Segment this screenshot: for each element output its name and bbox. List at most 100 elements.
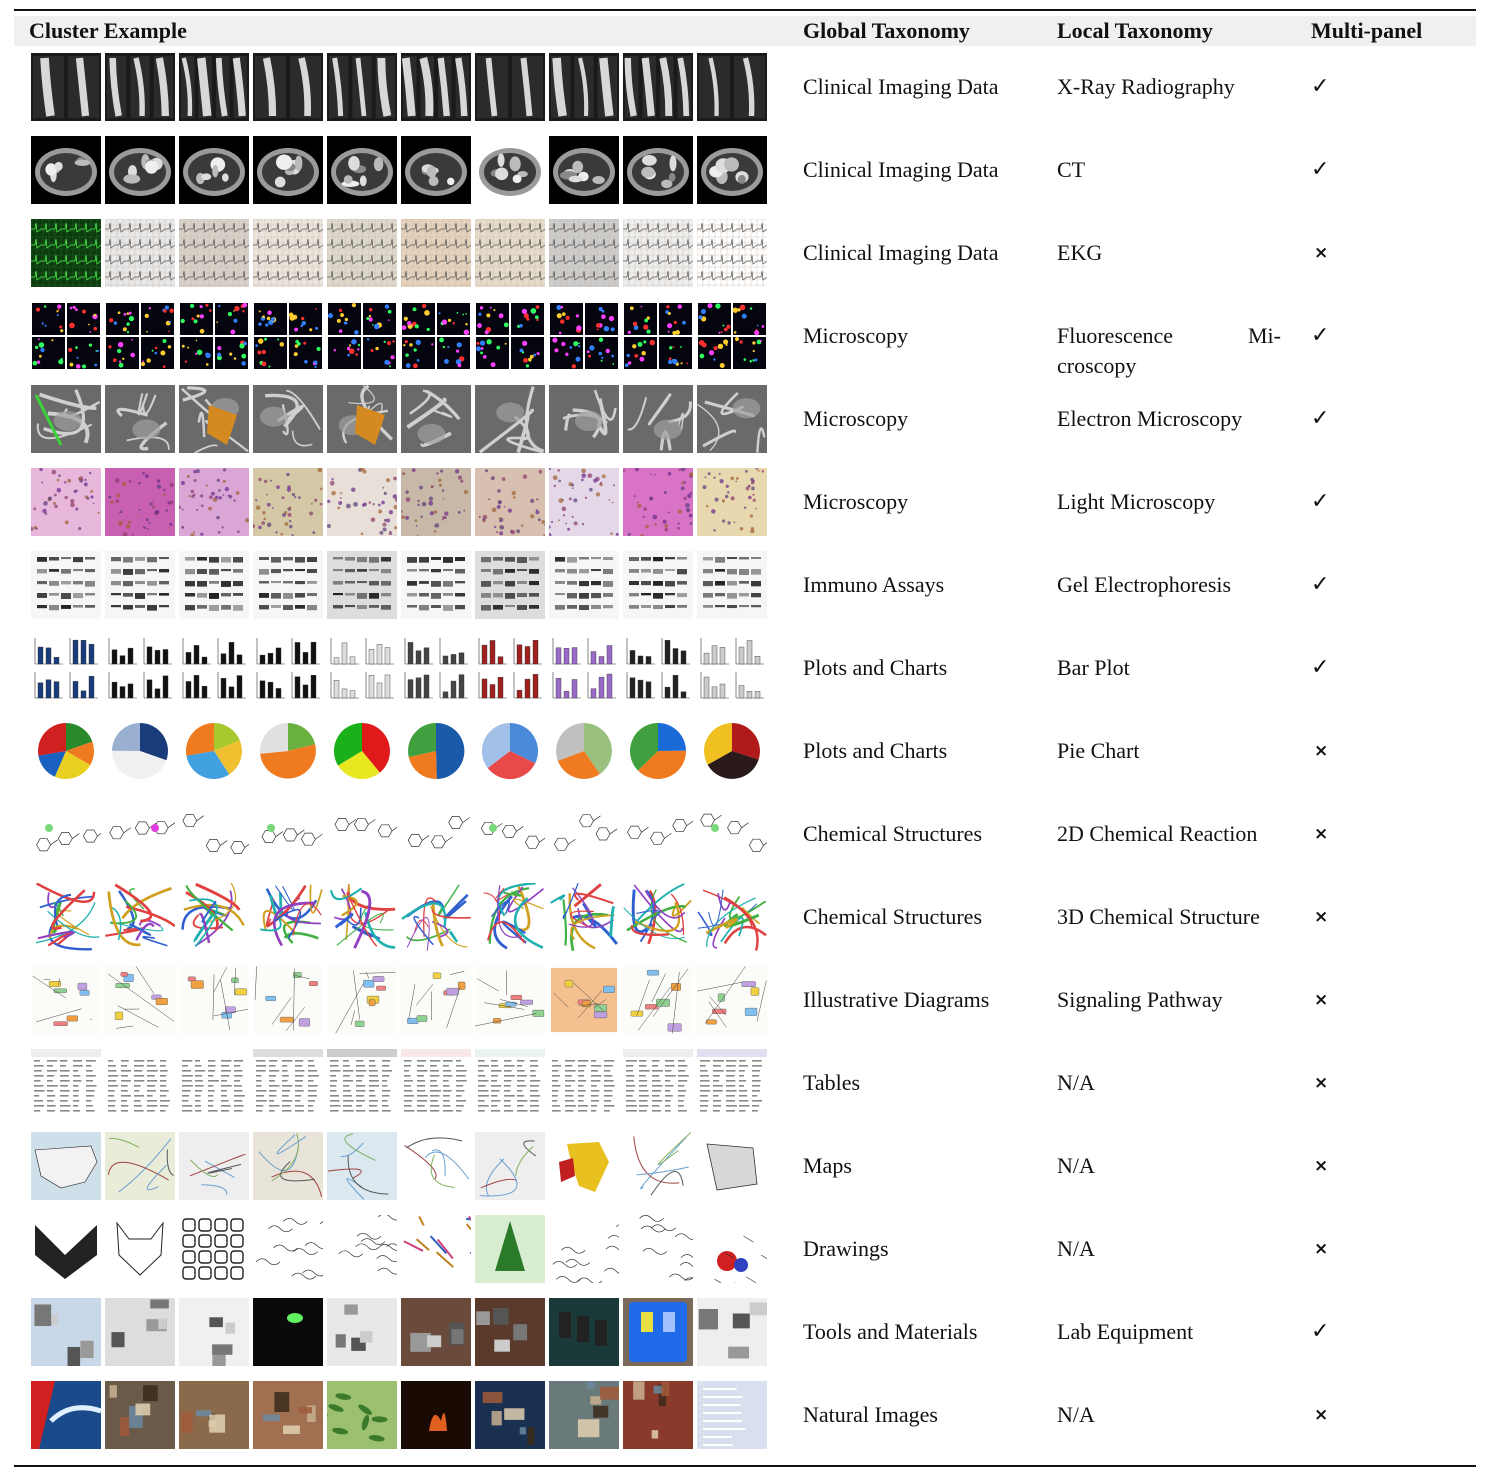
table-row: Plots and Charts Pie Chart ×: [0, 717, 1488, 787]
cluster-example-thumbnail: [179, 1215, 249, 1283]
cross-icon: ×: [1314, 1239, 1329, 1259]
local-taxonomy-cell: N/A: [1057, 1070, 1095, 1095]
cluster-example-strip: [31, 717, 771, 785]
cluster-example-thumbnail: [327, 385, 397, 453]
cluster-example-thumbnail: [105, 136, 175, 204]
cluster-example-thumbnail: [549, 717, 619, 785]
cluster-example-thumbnail: [327, 800, 397, 868]
header-local-taxonomy: Local Taxonomy: [1057, 18, 1213, 43]
cluster-example-thumbnail: [475, 634, 545, 702]
cluster-example-thumbnail: [253, 1298, 323, 1366]
cluster-example-thumbnail: [327, 1215, 397, 1283]
global-taxonomy-cell: Microscopy: [803, 406, 909, 431]
cluster-example-thumbnail: [179, 136, 249, 204]
table-row: Clinical Imaging Data X-Ray Radiography ✓: [0, 53, 1488, 123]
cluster-example-thumbnail: [31, 1381, 101, 1449]
cluster-example-thumbnail: [697, 717, 767, 785]
cluster-example-thumbnail: [179, 551, 249, 619]
cluster-example-thumbnail: [401, 800, 471, 868]
cluster-example-thumbnail: [697, 136, 767, 204]
cluster-example-thumbnail: [401, 385, 471, 453]
cluster-example-thumbnail: [475, 1381, 545, 1449]
cluster-example-thumbnail: [401, 302, 471, 370]
local-taxonomy-cell: N/A: [1057, 1402, 1095, 1427]
cluster-example-thumbnail: [31, 219, 101, 287]
cluster-example-thumbnail: [549, 966, 619, 1034]
cluster-example-thumbnail: [253, 302, 323, 370]
cluster-example-thumbnail: [327, 1381, 397, 1449]
table-row: Chemical Structures 2D Chemical Reaction ×: [0, 800, 1488, 870]
cluster-example-thumbnail: [253, 800, 323, 868]
cluster-example-thumbnail: [623, 1298, 693, 1366]
cluster-example-thumbnail: [327, 53, 397, 121]
local-taxonomy-cell: Pie Chart: [1057, 738, 1140, 763]
cluster-example-thumbnail: [549, 800, 619, 868]
cluster-example-thumbnail: [105, 302, 175, 370]
table-row: Chemical Structures 3D Chemical Structure…: [0, 883, 1488, 953]
global-taxonomy-cell: Immuno Assays: [803, 572, 945, 597]
cluster-example-thumbnail: [623, 302, 693, 370]
cluster-example-thumbnail: [549, 136, 619, 204]
cluster-example-thumbnail: [549, 302, 619, 370]
cluster-example-thumbnail: [179, 883, 249, 951]
cluster-example-thumbnail: [697, 219, 767, 287]
cluster-example-thumbnail: [253, 1215, 323, 1283]
cluster-example-thumbnail: [623, 800, 693, 868]
header-cluster-example: Cluster Example: [29, 18, 187, 43]
cluster-example-strip: [31, 136, 771, 204]
cluster-example-thumbnail: [105, 468, 175, 536]
cluster-example-strip: [31, 1298, 771, 1366]
global-taxonomy-cell: Drawings: [803, 1236, 889, 1261]
cluster-example-thumbnail: [105, 551, 175, 619]
cluster-example-thumbnail: [105, 634, 175, 702]
cluster-example-thumbnail: [623, 385, 693, 453]
cluster-example-thumbnail: [31, 468, 101, 536]
cluster-example-thumbnail: [179, 53, 249, 121]
cluster-example-strip: [31, 1049, 771, 1117]
cluster-example-thumbnail: [475, 1215, 545, 1283]
cluster-example-thumbnail: [105, 1049, 175, 1117]
cluster-example-thumbnail: [623, 1381, 693, 1449]
global-taxonomy-cell: Clinical Imaging Data: [803, 74, 999, 99]
cluster-example-thumbnail: [253, 468, 323, 536]
cross-icon: ×: [1314, 1405, 1329, 1425]
cluster-example-thumbnail: [475, 717, 545, 785]
cluster-example-strip: [31, 385, 771, 453]
global-taxonomy-cell: Chemical Structures: [803, 904, 983, 929]
checkmark-icon: ✓: [1311, 572, 1330, 597]
table-row: Natural Images N/A ×: [0, 1381, 1488, 1451]
cluster-example-thumbnail: [179, 717, 249, 785]
cluster-example-thumbnail: [253, 1049, 323, 1117]
cluster-example-thumbnail: [697, 883, 767, 951]
cluster-example-thumbnail: [105, 1381, 175, 1449]
cluster-example-thumbnail: [623, 53, 693, 121]
global-taxonomy-cell: Chemical Structures: [803, 821, 983, 846]
cluster-example-thumbnail: [105, 966, 175, 1034]
cluster-example-strip: [31, 468, 771, 536]
cluster-example-thumbnail: [697, 634, 767, 702]
cluster-example-strip: [31, 1215, 771, 1283]
cluster-example-thumbnail: [179, 634, 249, 702]
header-global-taxonomy: Global Taxonomy: [803, 18, 970, 43]
cluster-example-thumbnail: [327, 634, 397, 702]
cluster-example-thumbnail: [105, 385, 175, 453]
table-row: Microscopy Fluorescence Mi-croscopy ✓: [0, 302, 1488, 378]
cluster-example-thumbnail: [697, 468, 767, 536]
cluster-example-thumbnail: [475, 136, 545, 204]
checkmark-icon: ✓: [1311, 157, 1330, 182]
cluster-example-thumbnail: [549, 53, 619, 121]
header-multi-panel: Multi-panel: [1311, 18, 1423, 43]
cluster-example-thumbnail: [475, 1132, 545, 1200]
cluster-example-thumbnail: [327, 1132, 397, 1200]
cluster-example-thumbnail: [623, 136, 693, 204]
cluster-example-thumbnail: [549, 1049, 619, 1117]
cluster-example-thumbnail: [179, 1381, 249, 1449]
cluster-example-thumbnail: [401, 634, 471, 702]
cluster-example-thumbnail: [401, 1381, 471, 1449]
global-taxonomy-cell: Clinical Imaging Data: [803, 240, 999, 265]
cluster-example-thumbnail: [253, 136, 323, 204]
cluster-example-strip: [31, 53, 771, 121]
cluster-example-thumbnail: [253, 883, 323, 951]
cluster-example-thumbnail: [31, 966, 101, 1034]
cluster-example-thumbnail: [31, 883, 101, 951]
